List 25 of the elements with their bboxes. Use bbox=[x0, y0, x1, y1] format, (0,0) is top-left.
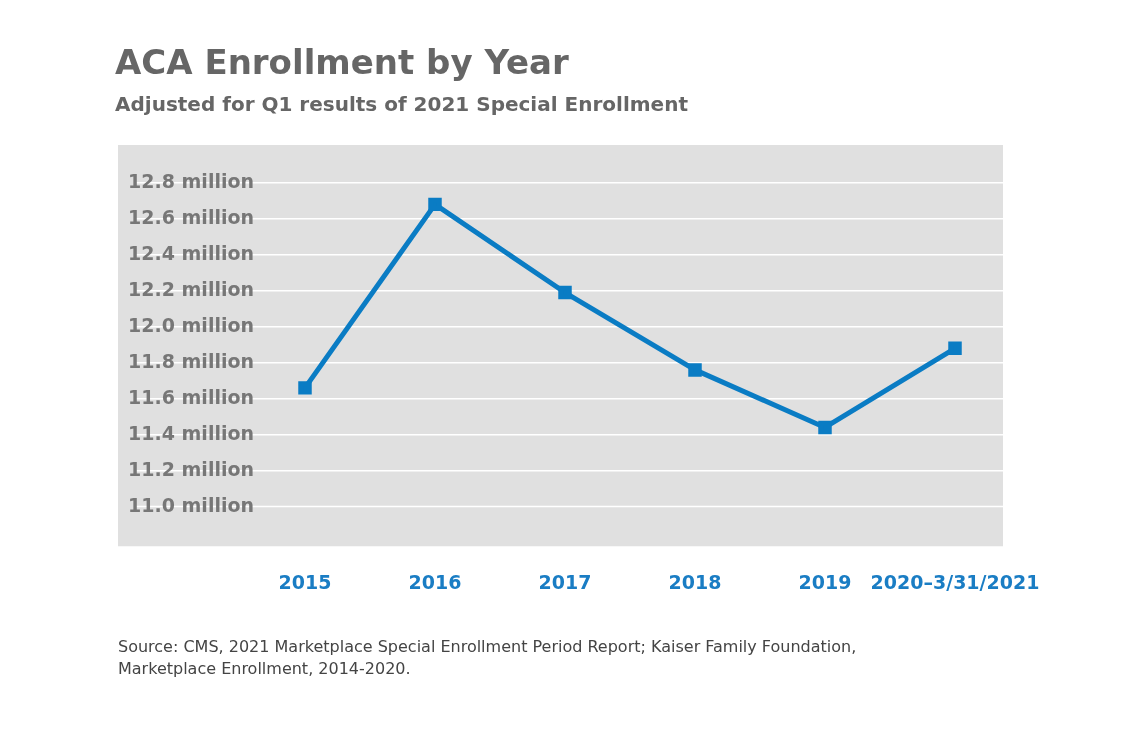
x-tick-label: 2015 bbox=[278, 570, 332, 593]
x-tick-label: 2018 bbox=[668, 570, 722, 593]
y-tick-label: 11.6 million bbox=[128, 385, 254, 408]
y-tick-label: 12.6 million bbox=[128, 205, 254, 228]
point bbox=[558, 285, 572, 300]
point bbox=[428, 197, 442, 212]
x-tick-label: 2016 bbox=[408, 570, 462, 593]
y-tick-label: 12.2 million bbox=[128, 277, 254, 300]
y-tick-label: 11.4 million bbox=[128, 421, 254, 444]
y-tick-label: 12.0 million bbox=[128, 313, 254, 336]
source-note: Source: CMS, 2021 Marketplace Special Enrollment Period Report; Kaiser Family Foundation, Marketplace Enrollment, 2014-2020. bbox=[118, 636, 858, 680]
y-tick-label: 11.0 million bbox=[128, 493, 254, 516]
chart-title: ACA Enrollment by Year bbox=[115, 42, 569, 82]
x-tick-label: 2017 bbox=[538, 570, 592, 593]
x-tick-label: 2019 bbox=[798, 570, 852, 593]
point bbox=[948, 341, 962, 356]
x-tick-label: 2020–3/31/2021 bbox=[870, 570, 1040, 593]
point bbox=[818, 420, 832, 435]
y-tick-label: 11.8 million bbox=[128, 349, 254, 372]
chart-subtitle: Adjusted for Q1 results of 2021 Special Enrollment bbox=[115, 92, 688, 116]
y-tick-label: 11.2 million bbox=[128, 457, 254, 480]
point bbox=[688, 363, 702, 377]
point bbox=[298, 381, 312, 395]
y-tick-label: 12.8 million bbox=[128, 169, 254, 192]
y-tick-label: 12.4 million bbox=[128, 241, 254, 264]
